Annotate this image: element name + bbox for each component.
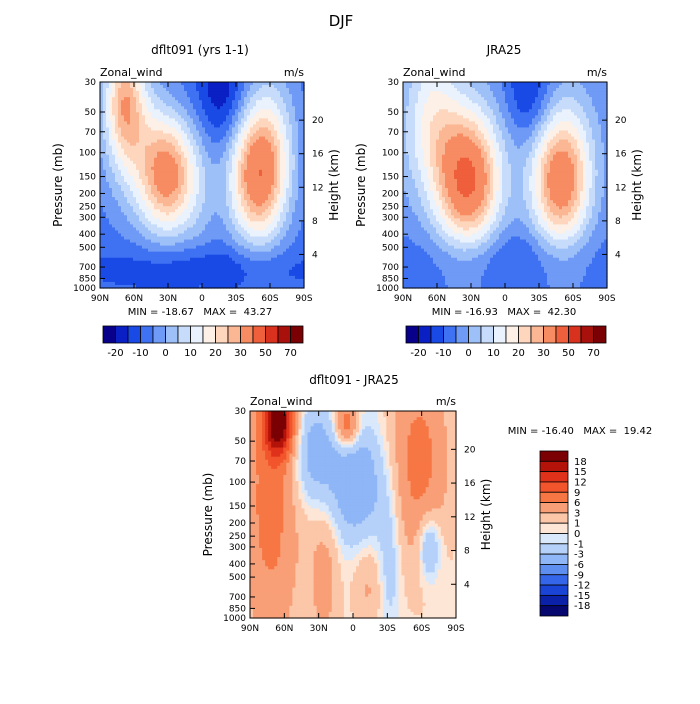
figure: DJF dflt091 (yrs 1-1)Zonal_windm/s90N60N… (0, 0, 700, 700)
contour-field (100, 82, 305, 289)
figure-title: DJF (329, 12, 354, 30)
